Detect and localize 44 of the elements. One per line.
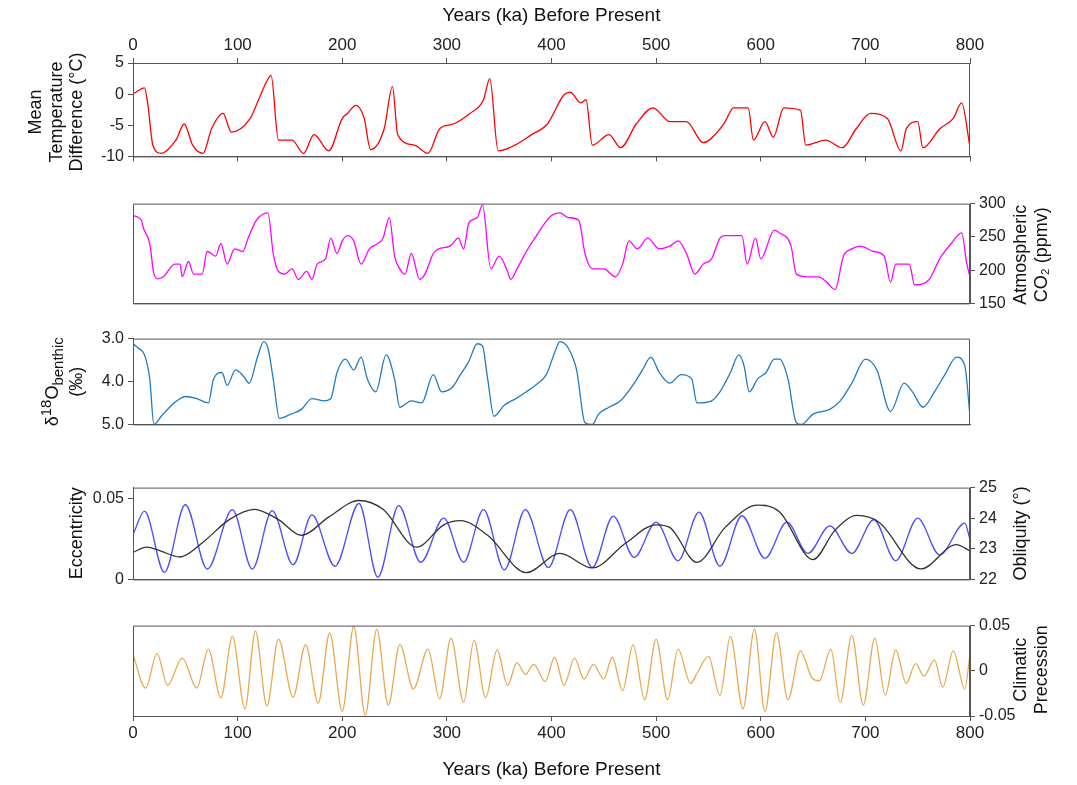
x2-tick-label: 500 xyxy=(641,35,671,55)
x2-axis-title: Years (ka) Before Present xyxy=(442,3,662,25)
y2-tick-label: 23 xyxy=(979,539,997,557)
y2-tick-label: 300 xyxy=(979,194,1006,212)
y-tick-label: 3.0 xyxy=(101,329,125,347)
y-tick-label: -5 xyxy=(109,115,125,133)
x-tick-label: 300 xyxy=(432,722,462,742)
y2-tick-label: 250 xyxy=(979,227,1006,245)
x-tick-label: 400 xyxy=(537,722,566,742)
y2-tick-label: 25 xyxy=(979,478,997,496)
x2-tick-label: 800 xyxy=(955,35,985,55)
y-tick-label: 4.0 xyxy=(101,371,125,389)
y2-axis-title: Atmospheric CO₂ (ppmv) xyxy=(1009,203,1052,307)
x-tick-label: 100 xyxy=(223,722,252,742)
line-series xyxy=(133,204,970,291)
x-tick-label: 600 xyxy=(746,722,775,742)
y-tick-label: 5 xyxy=(115,53,125,71)
y-tick-label: 5.0 xyxy=(101,414,125,432)
y-tick-label: 0.05 xyxy=(92,489,125,507)
x2-tick-label: 300 xyxy=(432,35,462,55)
x2-tick-label: 200 xyxy=(328,35,357,55)
x2-tick-label: 700 xyxy=(851,35,880,55)
y-tick-label: 0 xyxy=(115,84,125,102)
y2-axis-title: Obliquity (°) xyxy=(1010,485,1031,583)
y-axis-title: Eccentricity xyxy=(66,486,87,582)
x-tick-label: 200 xyxy=(328,722,357,742)
x-axis-title: Years (ka) Before Present xyxy=(442,757,662,779)
x-tick-label: 700 xyxy=(851,722,880,742)
x-tick-label: 500 xyxy=(641,722,671,742)
x2-tick-label: 100 xyxy=(223,35,252,55)
y2-tick-label: 200 xyxy=(979,260,1006,278)
y-tick-label: -10 xyxy=(100,146,125,164)
y2-tick-label: 24 xyxy=(979,508,997,526)
y2-tick-label: 150 xyxy=(979,293,1006,311)
x2-tick-label: 0 xyxy=(128,35,138,55)
x2-tick-label: 600 xyxy=(746,35,775,55)
y-axis-title: Mean Temperature Difference (°C) xyxy=(24,51,88,173)
x2-tick-label: 400 xyxy=(537,35,566,55)
x-tick-label: 800 xyxy=(955,722,985,742)
y-tick-label: 0 xyxy=(115,569,125,587)
y2-tick-label: 0.05 xyxy=(979,616,1011,634)
y2-tick-label: 22 xyxy=(979,569,997,587)
x-tick-label: 0 xyxy=(128,722,138,742)
y2-tick-label: 0 xyxy=(979,661,988,679)
